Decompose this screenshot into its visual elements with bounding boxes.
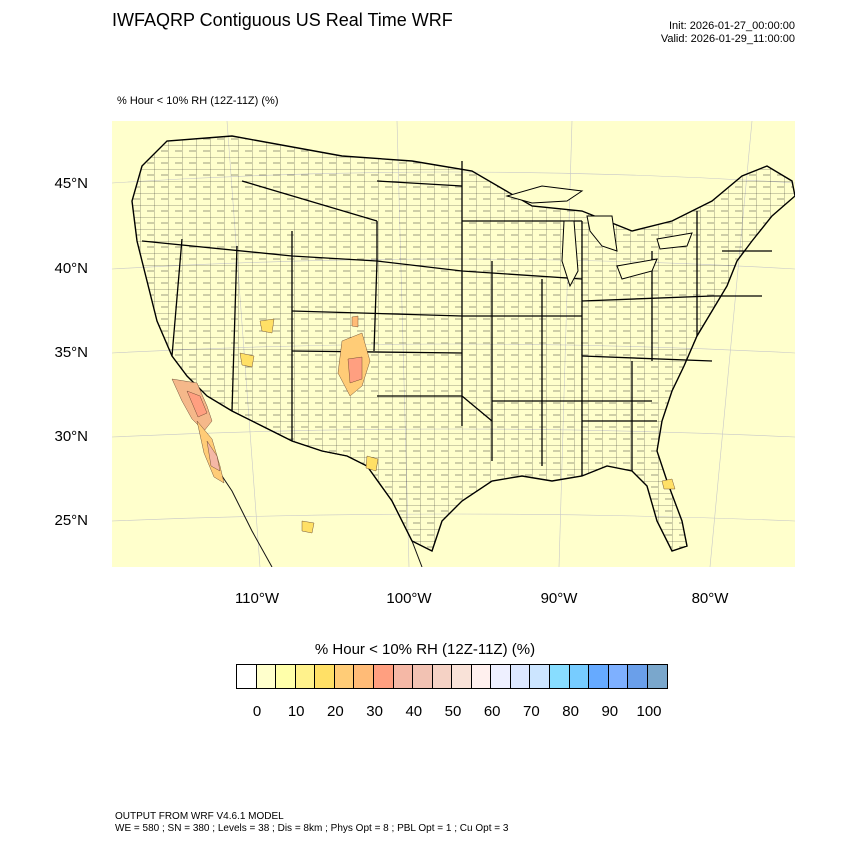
model-version: OUTPUT FROM WRF V4.6.1 MODEL bbox=[115, 811, 284, 822]
colorbar-tick-label: 20 bbox=[327, 703, 344, 720]
run-times: Init: 2026-01-27_00:00:00 Valid: 2026-01… bbox=[661, 20, 795, 46]
colorbar-tick-label: 0 bbox=[252, 703, 262, 720]
colorbar-swatch bbox=[491, 665, 511, 688]
field-subtitle: % Hour < 10% RH (12Z-11Z) (%) bbox=[117, 95, 279, 107]
valid-time: Valid: 2026-01-29_11:00:00 bbox=[660, 33, 795, 45]
colorbar-tick-label: 80 bbox=[562, 703, 579, 720]
lat-label-25: 25°N bbox=[54, 512, 88, 529]
colorbar-swatch bbox=[393, 665, 414, 688]
great-lakes bbox=[505, 185, 693, 288]
state-borders bbox=[141, 161, 772, 476]
model-config: WE = 580 ; SN = 380 ; Levels = 38 ; Dis … bbox=[115, 823, 509, 834]
colorbar-swatch bbox=[334, 665, 355, 688]
colorbar-swatch bbox=[550, 665, 570, 688]
lat-label-40: 40°N bbox=[54, 260, 88, 277]
colorbar-tick-label: 100 bbox=[636, 703, 662, 720]
plot-title: IWFAQRP Contiguous US Real Time WRF bbox=[112, 10, 453, 30]
colorbar-title: % Hour < 10% RH (12Z-11Z) (%) bbox=[314, 641, 536, 658]
colorbar-tick-label: 40 bbox=[405, 703, 423, 720]
colorbar-swatch bbox=[237, 665, 257, 688]
colorbar-swatch bbox=[256, 665, 277, 688]
colorbar-swatch bbox=[373, 665, 394, 688]
colorbar-swatch bbox=[295, 665, 316, 688]
colorbar-swatch bbox=[530, 665, 550, 688]
colorbar-swatch bbox=[510, 665, 531, 688]
colorbar-tick-label: 30 bbox=[366, 703, 383, 720]
colorbar-swatch bbox=[647, 665, 668, 688]
colorbar-tick-label: 90 bbox=[601, 703, 619, 720]
colorbar-tick-label: 50 bbox=[444, 703, 462, 720]
colorbar-swatch bbox=[276, 665, 296, 688]
rh-shading bbox=[171, 315, 676, 534]
colorbar-swatch bbox=[413, 665, 433, 688]
colorbar-tick-label: 10 bbox=[287, 703, 305, 720]
us-outline bbox=[131, 135, 795, 552]
land-counties bbox=[132, 136, 795, 551]
colorbar-swatch bbox=[471, 665, 492, 688]
colorbar-swatch bbox=[354, 665, 374, 688]
colorbar-swatch bbox=[452, 665, 472, 688]
conus-map bbox=[112, 121, 795, 567]
model-info: OUTPUT FROM WRF V4.6.1 MODEL WE = 580 ; … bbox=[115, 811, 508, 835]
lat-label-30: 30°N bbox=[54, 428, 88, 445]
colorbar-swatch bbox=[628, 665, 648, 688]
lon-label-110: 110°W bbox=[234, 590, 280, 607]
lon-label-100: 100°W bbox=[386, 590, 432, 607]
init-time: Init: 2026-01-27_00:00:00 bbox=[669, 20, 795, 32]
lat-label-45: 45°N bbox=[54, 175, 88, 192]
colorbar bbox=[236, 664, 669, 689]
colorbar-swatch bbox=[569, 665, 590, 688]
colorbar-swatch bbox=[315, 665, 335, 688]
colorbar-tick-label: 60 bbox=[483, 703, 501, 720]
colorbar-swatch bbox=[608, 665, 629, 688]
colorbar-swatch bbox=[589, 665, 609, 688]
lon-label-90: 90°W bbox=[540, 590, 578, 607]
lon-label-80: 80°W bbox=[691, 590, 729, 607]
colorbar-swatch bbox=[432, 665, 453, 688]
lat-label-35: 35°N bbox=[54, 344, 88, 361]
colorbar-tick-label: 70 bbox=[523, 703, 540, 720]
